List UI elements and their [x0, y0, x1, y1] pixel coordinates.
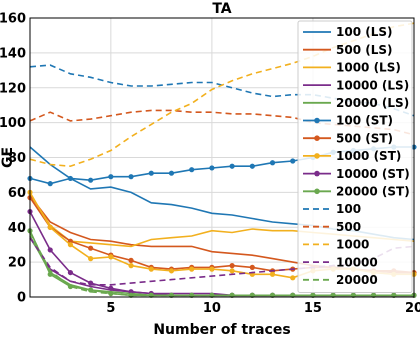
legend-label: 500 — [336, 220, 361, 234]
legend-marker — [314, 117, 320, 124]
data-point — [269, 271, 276, 277]
legend-item: 100 (ST) — [303, 114, 393, 128]
data-point — [47, 181, 53, 187]
legend-label: 100 (ST) — [336, 114, 393, 128]
data-point — [47, 247, 53, 253]
legend-item: 500 (ST) — [303, 131, 393, 145]
data-point — [128, 174, 134, 180]
legend-item: 100 — [303, 202, 361, 216]
data-point — [67, 242, 74, 248]
data-point — [88, 245, 94, 251]
x-tick-label: 15 — [304, 301, 322, 316]
data-point — [88, 256, 94, 262]
data-point — [189, 167, 195, 173]
x-axis-label: Number of traces — [153, 322, 290, 338]
plot-frame — [29, 17, 415, 298]
series-line — [29, 22, 415, 168]
data-point — [88, 177, 94, 183]
y-tick-label: 0 — [17, 291, 26, 306]
legend-box — [297, 20, 413, 293]
data-point — [67, 175, 74, 182]
data-point — [269, 160, 276, 166]
data-point — [249, 163, 255, 169]
data-point — [128, 257, 134, 263]
x-tick-label: 5 — [106, 301, 115, 316]
legend: 100 (LS) 500 (LS) 1000 (LS) 10000 (LS) 20000… — [297, 20, 413, 293]
data-point — [290, 158, 296, 164]
data-point — [67, 269, 74, 276]
data-point — [108, 174, 114, 180]
chart-title: TA — [212, 1, 231, 17]
y-tick-label: 60 — [8, 186, 26, 201]
legend-label: 20000 (LS) — [336, 96, 409, 110]
series-1000 — [29, 22, 415, 168]
legend-label: 1000 (ST) — [336, 149, 401, 163]
data-point — [128, 263, 134, 269]
data-point — [229, 263, 235, 269]
legend-item: 100 (LS) — [303, 25, 392, 39]
series-line — [29, 232, 414, 297]
legend-item: 1000 (ST) — [303, 149, 401, 163]
legend-item: 20000 (LS) — [303, 96, 409, 110]
axis-ticks: 0 20 40 60 80 100 120 140 160 5 10 15 20 — [0, 12, 420, 317]
legend-label: 1000 — [336, 238, 369, 252]
legend-label: 20000 (ST) — [336, 185, 410, 199]
legend-item: 20000 (ST) — [303, 185, 410, 199]
data-point — [47, 271, 53, 277]
legend-item: 10000 — [303, 255, 378, 269]
data-point — [189, 266, 195, 272]
data-point — [148, 266, 154, 272]
legend-marker — [314, 135, 320, 141]
legend-item: 1000 — [303, 238, 369, 252]
legend-item: 500 (LS) — [303, 43, 392, 57]
legend-label: 100 (LS) — [336, 25, 392, 39]
x-tick-label: 20 — [405, 301, 420, 316]
legend-item: 1000 (LS) — [303, 61, 401, 75]
legend-label: 10000 — [336, 255, 378, 269]
data-point — [229, 163, 235, 169]
legend-item: 500 — [303, 220, 361, 234]
data-point — [148, 170, 154, 176]
data-point — [67, 283, 74, 290]
legend-label: 10000 (LS) — [336, 78, 409, 92]
data-point — [168, 170, 175, 176]
y-tick-label: 120 — [0, 81, 26, 96]
x-tick-label: 10 — [203, 301, 221, 316]
data-point — [108, 254, 114, 260]
y-tick-label: 40 — [8, 221, 26, 236]
data-point — [209, 165, 215, 171]
data-point — [108, 285, 114, 291]
legend-item: 20000 — [303, 273, 378, 287]
y-tick-label: 160 — [0, 12, 26, 27]
y-axis-label: GE — [0, 147, 16, 168]
legend-label: 20000 — [336, 273, 378, 287]
data-point — [209, 266, 215, 272]
legend-label: 100 — [336, 202, 361, 216]
legend-label: 500 (LS) — [336, 43, 392, 57]
y-tick-label: 80 — [8, 151, 26, 166]
series-20000 — [29, 232, 414, 297]
y-tick-label: 140 — [0, 46, 26, 61]
data-point — [229, 268, 235, 274]
legend-marker — [314, 170, 320, 177]
y-tick-label: 100 — [0, 116, 26, 131]
legend-marker — [314, 188, 320, 195]
legend-item: 10000 (ST) — [303, 167, 410, 181]
data-point — [290, 275, 296, 281]
data-point — [47, 224, 53, 230]
y-tick-label: 20 — [8, 256, 26, 271]
legend-marker — [314, 153, 320, 159]
legend-label: 500 (ST) — [336, 131, 393, 145]
legend-label: 10000 (ST) — [336, 167, 410, 181]
legend-label: 1000 (LS) — [336, 61, 401, 75]
data-point — [168, 268, 175, 274]
data-point — [249, 264, 255, 270]
legend-item: 10000 (LS) — [303, 78, 409, 92]
